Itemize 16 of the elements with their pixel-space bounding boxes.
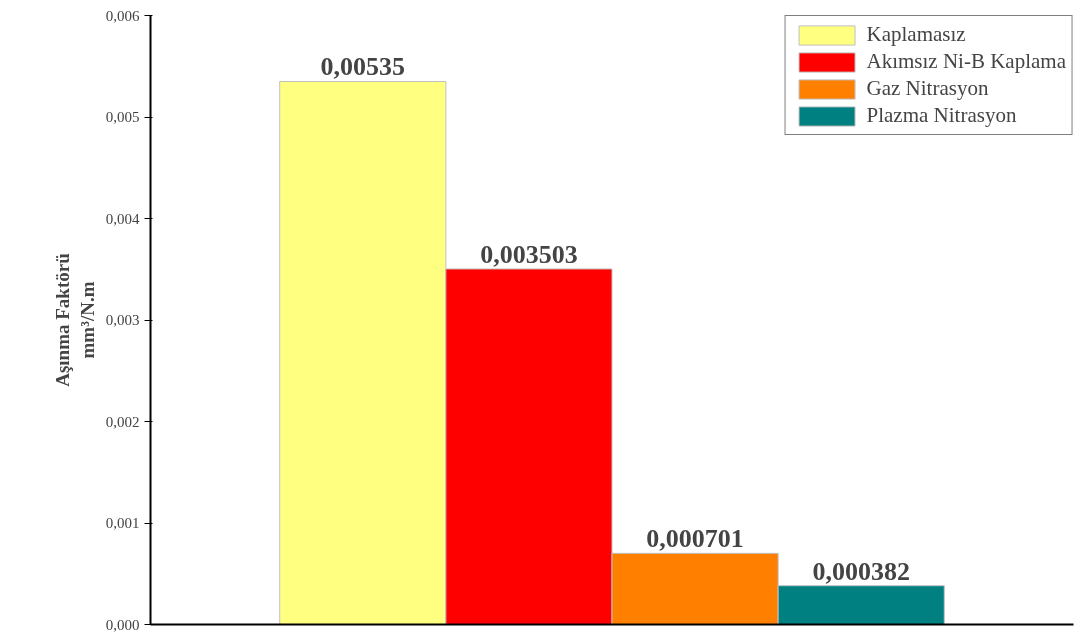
legend-label: Gaz Nitrasyon: [866, 76, 989, 101]
data-label: 0,00535: [320, 52, 406, 82]
legend-label: Plazma Nitrasyon: [866, 103, 1017, 128]
y-tick-label: 0,000: [105, 616, 140, 633]
y-axis-title: Aşınma Faktörü mm³/N.m: [51, 252, 98, 387]
legend-label: Kaplamasız: [866, 22, 966, 47]
y-tick-label: 0,003: [105, 312, 140, 328]
y-tick-label: 0,005: [105, 109, 140, 125]
data-label: 0,000382: [812, 556, 910, 586]
y-tick-label: 0,001: [105, 515, 140, 531]
data-label: 0,000701: [646, 524, 744, 554]
data-label: 0,003503: [480, 239, 578, 269]
y-tick-label: 0,006: [105, 7, 140, 24]
y-tick-label: 0,004: [105, 210, 140, 227]
legend-label: Akımsız Ni-B Kaplama: [866, 49, 1066, 74]
y-tick-label: 0,002: [105, 413, 140, 430]
